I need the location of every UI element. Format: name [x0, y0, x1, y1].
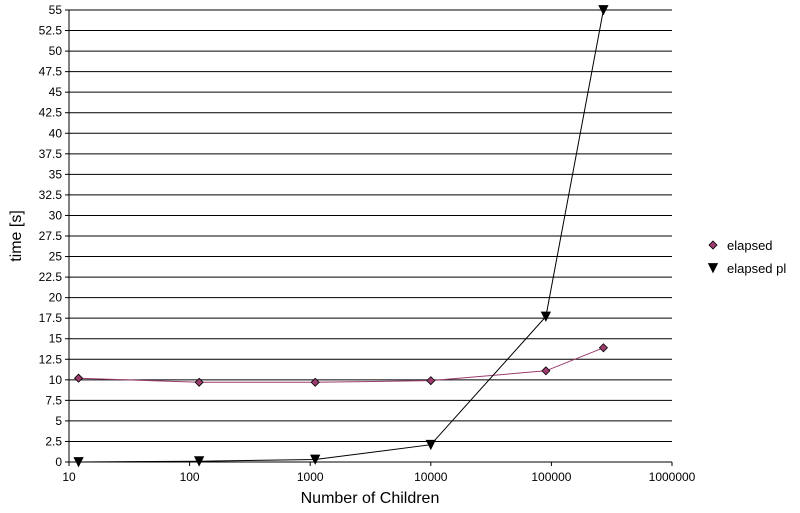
x-axis-title: Number of Children [301, 490, 440, 507]
y-tick-label: 7.5 [45, 393, 62, 407]
y-tick-label: 2.5 [45, 434, 62, 448]
x-tick-label: 100000 [531, 470, 571, 484]
y-tick-label: 17.5 [39, 311, 63, 325]
data-point [541, 366, 551, 376]
y-tick-label: 32.5 [39, 188, 63, 202]
y-tick-label: 10 [49, 373, 63, 387]
y-tick-label: 30 [49, 208, 63, 222]
legend-marker [708, 240, 718, 250]
data-point [426, 376, 436, 386]
data-point [310, 454, 321, 465]
x-tick-label: 10 [62, 470, 76, 484]
x-tick-label: 1000 [297, 470, 324, 484]
y-tick-label: 42.5 [39, 106, 63, 120]
series-line-2 [78, 9, 604, 463]
y-tick-label: 45 [49, 85, 63, 99]
y-tick-label: 20 [49, 291, 63, 305]
y-tick-label: 27.5 [39, 229, 63, 243]
y-tick-labels: 0 2.5 5 7.5 10 12.5 15 17.5 20 22.5 25 27.5 30 32.5 35… [39, 3, 63, 469]
y-tick-label: 12.5 [39, 352, 63, 366]
legend-marker [707, 263, 719, 274]
y-tick-label: 40 [49, 126, 63, 140]
legend-label: elapsed pl [727, 261, 786, 276]
y-tick-label: 25 [49, 250, 63, 264]
y-axis-title: time [s] [8, 210, 25, 262]
legend-label: elapsed [727, 238, 773, 253]
series-lines [78, 9, 604, 463]
y-tick-label: 50 [49, 44, 63, 58]
data-point [194, 377, 204, 387]
y-tick-label: 22.5 [39, 270, 63, 284]
y-tick-label: 55 [49, 3, 63, 17]
series-markers [73, 5, 609, 468]
data-point [310, 377, 320, 387]
y-tick-label: 52.5 [39, 24, 63, 38]
data-point [194, 456, 205, 467]
data-point [73, 373, 84, 383]
x-tick-labels: 10 100 1000 10000 100000 1000000 [62, 470, 695, 484]
y-tick-label: 47.5 [39, 65, 63, 79]
axes [65, 9, 673, 466]
legend: elapsed elapsed pl [707, 238, 786, 276]
y-tick-label: 0 [55, 455, 62, 469]
series-line-1 [78, 347, 604, 383]
x-tick-label: 10000 [414, 470, 448, 484]
data-point [598, 343, 608, 353]
x-tick-label: 1000000 [649, 470, 696, 484]
data-point [73, 457, 84, 468]
data-point [540, 311, 552, 322]
y-tick-label: 37.5 [39, 147, 63, 161]
y-tick-label: 5 [55, 414, 62, 428]
y-tick-label: 15 [49, 332, 63, 346]
data-point [598, 5, 609, 16]
data-point [425, 439, 436, 451]
x-tick-label: 100 [180, 470, 200, 484]
grid-lines [69, 9, 672, 442]
y-tick-label: 35 [49, 167, 63, 181]
